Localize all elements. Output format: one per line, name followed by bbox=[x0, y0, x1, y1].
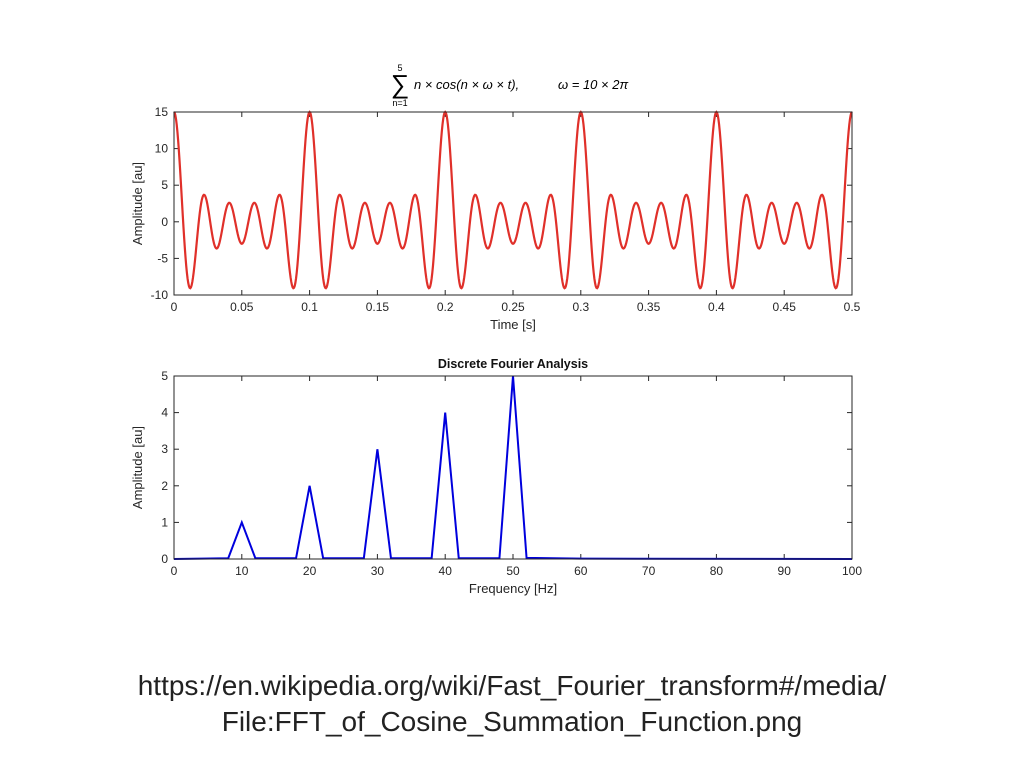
frequency-chart-title: Discrete Fourier Analysis bbox=[438, 357, 588, 371]
freq-xtick-label: 70 bbox=[642, 564, 656, 578]
sum-lower-limit: n=1 bbox=[392, 98, 407, 108]
frequency-chart-ticks: 0 10 20 30 40 50 60 70 80 90 100 0 1 2 3 4 5 bbox=[161, 369, 862, 578]
time-ytick-label: 15 bbox=[155, 105, 169, 119]
freq-xtick-label: 60 bbox=[574, 564, 588, 578]
freq-xtick-label: 80 bbox=[710, 564, 724, 578]
time-ytick-label: -10 bbox=[151, 288, 169, 302]
time-chart-ticks: 0 0.05 0.1 0.15 0.2 0.25 0.3 0.35 0.4 0.45 0.5 -10 -… bbox=[151, 105, 861, 314]
freq-ytick-label: 3 bbox=[161, 442, 168, 456]
time-xtick-label: 0.5 bbox=[844, 300, 861, 314]
time-xtick-label: 0.25 bbox=[501, 300, 525, 314]
time-xtick-label: 0.05 bbox=[230, 300, 254, 314]
time-chart-xlabel: Time [s] bbox=[490, 317, 536, 332]
freq-xtick-label: 0 bbox=[171, 564, 178, 578]
frequency-chart-xlabel: Frequency [Hz] bbox=[469, 581, 557, 596]
freq-ytick-label: 2 bbox=[161, 479, 168, 493]
time-xtick-label: 0.2 bbox=[437, 300, 454, 314]
time-chart-ylabel: Amplitude [au] bbox=[130, 162, 145, 245]
source-url-line-1[interactable]: https://en.wikipedia.org/wiki/Fast_Fouri… bbox=[137, 670, 887, 701]
frequency-chart-ylabel: Amplitude [au] bbox=[130, 426, 145, 509]
freq-ytick-label: 0 bbox=[161, 552, 168, 566]
freq-xtick-label: 20 bbox=[303, 564, 317, 578]
sigma-symbol: ∑ bbox=[391, 69, 410, 99]
freq-xtick-label: 30 bbox=[371, 564, 385, 578]
freq-ytick-label: 1 bbox=[161, 515, 168, 529]
freq-xtick-label: 40 bbox=[439, 564, 453, 578]
formula-expression: n × cos(n × ω × t), bbox=[414, 77, 519, 92]
freq-xtick-label: 50 bbox=[506, 564, 520, 578]
time-series-line bbox=[173, 110, 853, 290]
source-url-line-2[interactable]: File:FFT_of_Cosine_Summation_Function.pn… bbox=[221, 706, 803, 737]
time-xtick-label: 0.35 bbox=[637, 300, 661, 314]
omega-definition: ω = 10 × 2π bbox=[558, 77, 628, 92]
freq-ytick-label: 5 bbox=[161, 369, 168, 383]
time-ytick-label: 5 bbox=[161, 178, 168, 192]
time-domain-chart: 0 0.05 0.1 0.15 0.2 0.25 0.3 0.35 0.4 0.45 0.5 -10 -… bbox=[130, 105, 861, 332]
formula-title: 5 ∑ n=1 n × cos(n × ω × t), ω = 10 × 2π bbox=[391, 63, 629, 108]
time-ytick-label: 0 bbox=[161, 215, 168, 229]
frequency-chart-frame bbox=[173, 375, 853, 560]
time-xtick-label: 0.3 bbox=[572, 300, 589, 314]
time-xtick-label: 0.1 bbox=[301, 300, 318, 314]
time-xtick-label: 0 bbox=[171, 300, 178, 314]
frequency-domain-chart: Discrete Fourier Analysis 0 10 20 30 40 50 60 7… bbox=[130, 357, 862, 596]
spectrum-line bbox=[173, 375, 853, 560]
sum-upper-limit: 5 bbox=[397, 63, 402, 73]
time-xtick-label: 0.4 bbox=[708, 300, 725, 314]
time-xtick-label: 0.45 bbox=[773, 300, 797, 314]
time-ytick-label: 10 bbox=[155, 142, 169, 156]
freq-xtick-label: 100 bbox=[842, 564, 862, 578]
time-chart-frame bbox=[173, 111, 853, 296]
freq-xtick-label: 90 bbox=[778, 564, 792, 578]
time-ytick-label: -5 bbox=[157, 251, 168, 265]
freq-xtick-label: 10 bbox=[235, 564, 249, 578]
freq-ytick-label: 4 bbox=[161, 406, 168, 420]
time-xtick-label: 0.15 bbox=[366, 300, 390, 314]
